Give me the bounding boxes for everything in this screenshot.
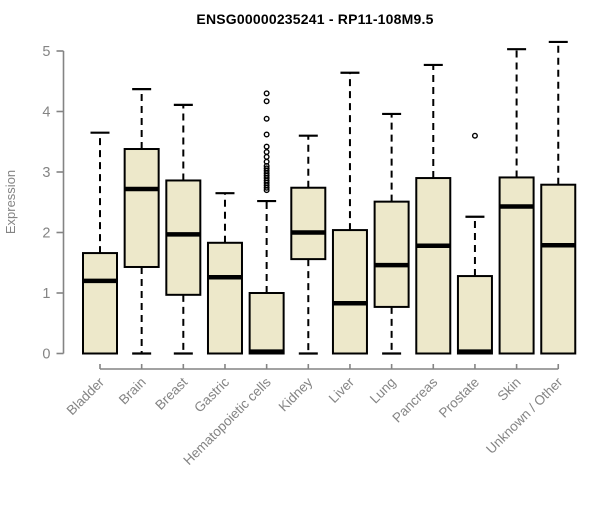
box-liver xyxy=(331,229,368,355)
outlier-point xyxy=(263,115,270,122)
outlier-point xyxy=(263,165,270,172)
box-kidney xyxy=(290,186,327,261)
box-prostate xyxy=(456,275,493,355)
x-category-label: Lung xyxy=(367,375,399,407)
x-category-label: Liver xyxy=(326,374,358,406)
x-category-label: Breast xyxy=(152,374,190,412)
box-breast xyxy=(165,179,202,296)
x-category-label: Prostate xyxy=(436,375,482,421)
box-bladder xyxy=(82,252,118,355)
y-tick-label: 2 xyxy=(42,226,50,242)
y-axis-title: Expression xyxy=(3,169,18,235)
box-gastric xyxy=(206,241,243,355)
outlier-point xyxy=(263,153,270,160)
x-category-label: Gastric xyxy=(191,374,232,415)
y-tick-label: 5 xyxy=(42,44,50,60)
x-category-label: Pancreas xyxy=(389,374,440,425)
box-hematopoietic-cells xyxy=(248,292,285,355)
outlier-point xyxy=(263,143,270,150)
outlier-point xyxy=(263,131,270,138)
y-tick-label: 4 xyxy=(42,105,50,121)
outlier-point xyxy=(263,158,270,165)
x-category-label: Skin xyxy=(495,375,524,404)
x-category-label: Bladder xyxy=(64,374,108,418)
x-category-label: Brain xyxy=(116,375,149,408)
y-tick-label: 3 xyxy=(42,165,50,181)
outlier-point xyxy=(471,132,478,139)
outlier-point xyxy=(263,98,270,105)
box-pancreas xyxy=(415,177,452,355)
y-tick-label: 0 xyxy=(42,347,50,363)
box-unknown-other xyxy=(540,183,577,355)
x-category-label: Unknown / Other xyxy=(483,374,566,457)
x-category-label: Kidney xyxy=(276,374,316,414)
outlier-point xyxy=(263,149,270,156)
box-brain xyxy=(123,148,160,268)
y-tick-label: 1 xyxy=(42,286,50,302)
chart-title: ENSG00000235241 - RP11-108M9.5 xyxy=(196,11,434,27)
box-skin xyxy=(498,176,535,355)
box-lung xyxy=(373,200,410,308)
outlier-point xyxy=(263,90,270,97)
